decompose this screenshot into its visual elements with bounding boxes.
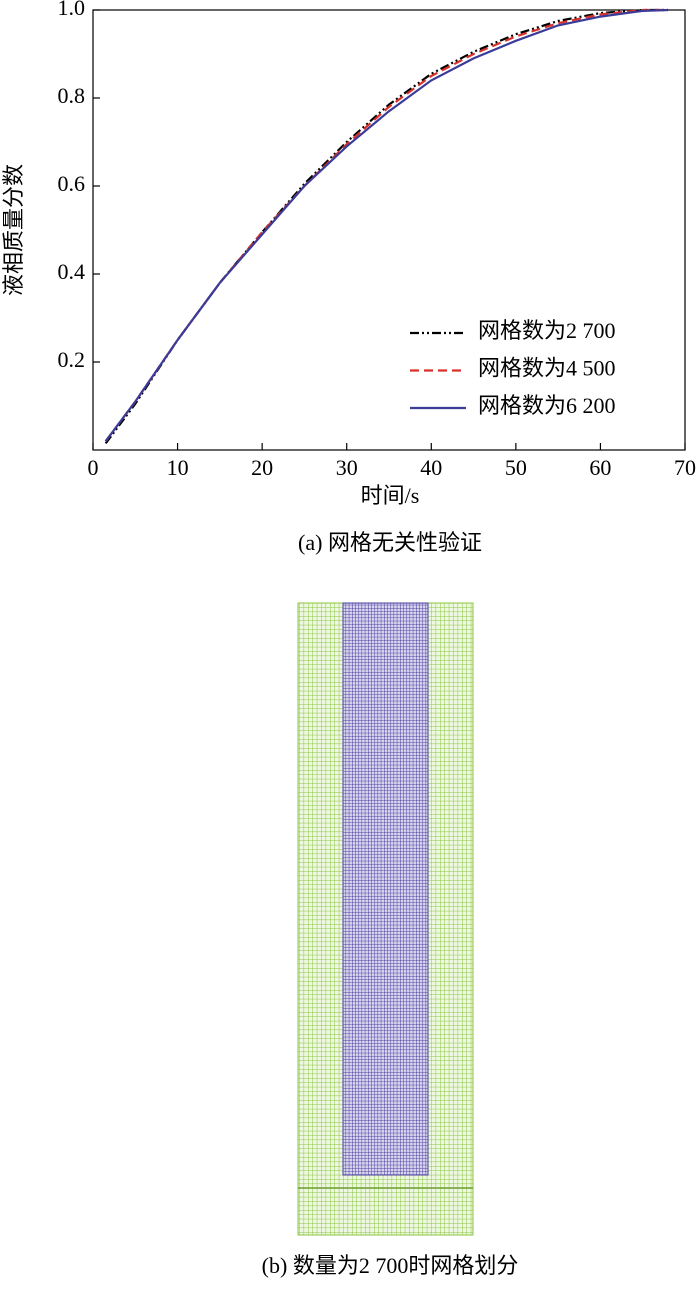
y-tick-label: 0.6	[58, 171, 86, 196]
x-tick-label: 20	[251, 455, 273, 480]
plot-frame	[92, 9, 686, 451]
mesh-caption: (b) 数量为2 700时网格划分	[262, 1253, 519, 1278]
y-tick-label: 0.2	[58, 347, 86, 372]
x-axis-label: 时间/s	[361, 483, 420, 508]
y-tick-label: 0.4	[58, 259, 86, 284]
legend-label: 网格数为4 500	[478, 356, 616, 381]
y-axis-label: 液相质量分数	[1, 164, 26, 296]
x-tick-label: 70	[674, 455, 696, 480]
legend-label: 网格数为2 700	[478, 318, 616, 343]
caption: (a) 网格无关性验证	[298, 530, 482, 555]
x-tick-label: 50	[505, 455, 527, 480]
legend-label: 网格数为6 200	[478, 393, 616, 418]
mesh	[297, 602, 474, 1236]
x-tick-label: 40	[420, 455, 442, 480]
y-tick-label: 0.8	[58, 83, 86, 108]
x-tick-label: 30	[336, 455, 358, 480]
series-line	[104, 8, 669, 442]
x-tick-label: 10	[167, 455, 189, 480]
x-tick-label: 0	[88, 455, 99, 480]
mesh-inner	[342, 602, 429, 1176]
x-tick-label: 60	[589, 455, 611, 480]
y-tick-label: 1.0	[58, 0, 86, 20]
